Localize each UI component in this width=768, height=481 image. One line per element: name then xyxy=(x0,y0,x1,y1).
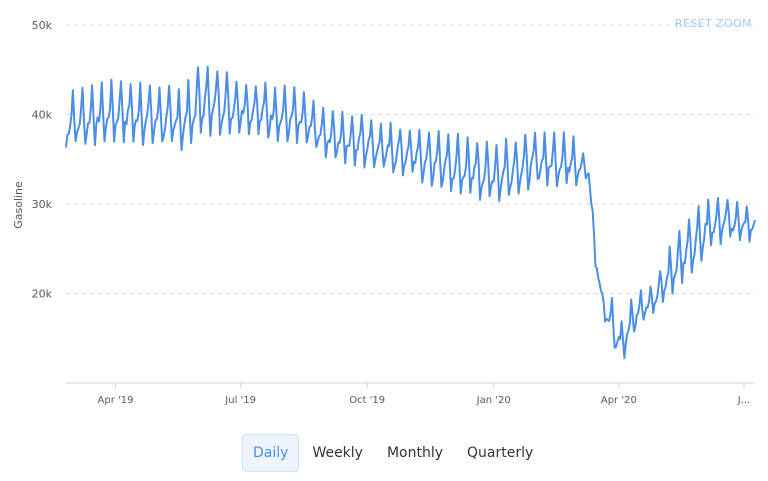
granularity-tabs: Daily Weekly Monthly Quarterly xyxy=(242,434,546,472)
y-tick-label: 30k xyxy=(32,198,53,211)
x-tick-label: Jul '19 xyxy=(224,395,256,406)
x-tick-label: J... xyxy=(737,395,751,406)
reset-zoom-button[interactable]: RESET ZOOM xyxy=(674,17,752,30)
y-tick-label: 50k xyxy=(32,19,53,32)
gasoline-series-line[interactable] xyxy=(65,65,756,360)
y-tick-label: 40k xyxy=(32,109,53,122)
tab-weekly[interactable]: Weekly xyxy=(312,445,363,461)
grid-lines xyxy=(66,24,755,294)
y-axis-label: Gasoline xyxy=(12,181,25,229)
x-tick-label: Oct '19 xyxy=(349,395,385,406)
tab-quarterly[interactable]: Quarterly xyxy=(467,445,534,461)
x-axis: Apr '19 Jul '19 Oct '19 Jan '20 Apr '20 J... xyxy=(98,383,751,406)
tab-monthly[interactable]: Monthly xyxy=(386,445,444,461)
gasoline-line-chart[interactable]: 50k 40k 30k 20k Gasoline Apr '19 Jul '19 Oct … xyxy=(0,0,768,420)
x-tick-label: Apr '20 xyxy=(601,395,637,406)
x-tick-label: Apr '19 xyxy=(98,395,134,406)
tab-daily[interactable]: Daily xyxy=(242,434,300,472)
y-tick-label: 20k xyxy=(32,288,53,301)
x-tick-label: Jan '20 xyxy=(476,395,511,406)
y-axis: 50k 40k 30k 20k xyxy=(32,19,53,301)
